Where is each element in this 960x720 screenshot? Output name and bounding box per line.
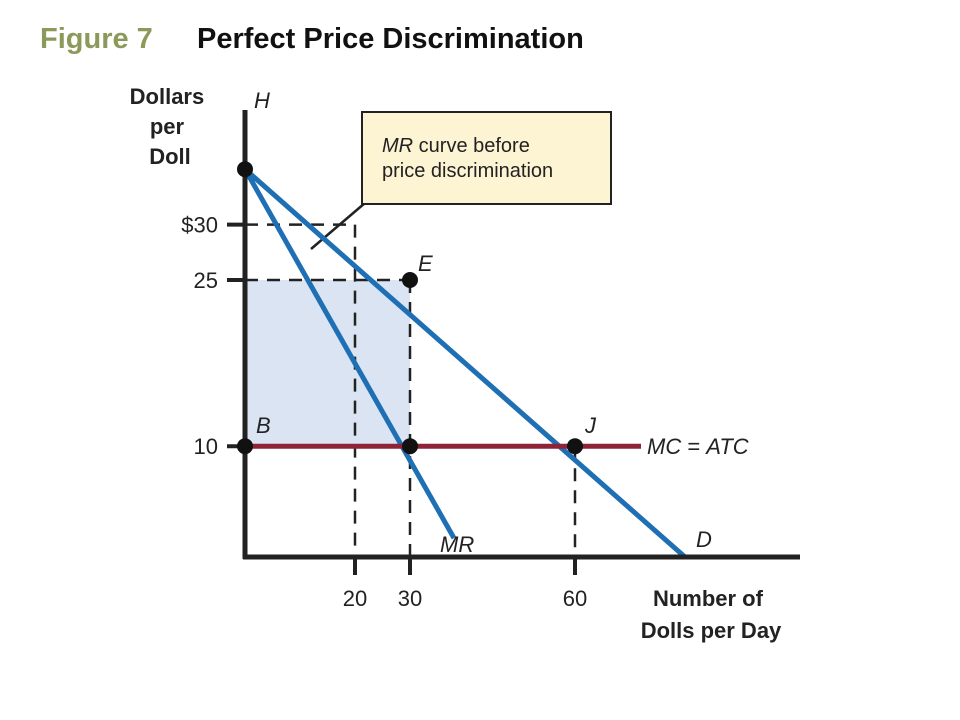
callout-box	[361, 111, 612, 205]
callout-line-2: price discrimination	[382, 160, 553, 182]
y-axis-title-line-2: per	[150, 114, 185, 139]
y-axis-title-line-3: Doll	[149, 144, 191, 169]
points	[237, 161, 583, 455]
point-label-E: E	[418, 251, 433, 276]
point-label-H: H	[254, 88, 270, 113]
y-tick-label: $30	[181, 213, 218, 238]
mc-atc-label: MC = ATC	[647, 434, 749, 459]
shaded-region	[245, 280, 410, 447]
y-tick-label: 25	[194, 268, 218, 293]
callout: MR curve before price discrimination	[310, 111, 612, 250]
x-tick-label: 20	[343, 586, 367, 611]
point-E	[402, 272, 418, 288]
point-MR_MC	[402, 438, 418, 455]
y-axis-title-line-1: Dollars	[130, 84, 205, 109]
mr-line	[242, 167, 457, 540]
x-axis-title-line-1: Number of	[653, 586, 764, 611]
callout-pointer	[310, 202, 366, 250]
point-label-B: B	[256, 413, 271, 438]
y-tick-label: 10	[194, 434, 218, 459]
point-J	[567, 438, 583, 455]
callout-line-1-rest: curve before	[413, 135, 530, 157]
figure-label: Figure 7	[40, 23, 153, 55]
ticks: $30 25 10 20 30 60	[181, 213, 587, 611]
callout-line-1: MR curve before	[382, 135, 530, 157]
x-tick-label: 30	[398, 586, 422, 611]
point-label-J: J	[584, 413, 597, 438]
figure-title: Perfect Price Discrimination	[197, 23, 584, 55]
mr-label: MR	[440, 532, 474, 557]
y-axis-title: Dollars per Doll	[130, 84, 211, 169]
x-tick-label: 60	[563, 586, 587, 611]
point-H	[237, 161, 253, 178]
x-axis-title-line-2: Dolls per Day	[641, 618, 782, 643]
demand-label: D	[696, 527, 712, 552]
demand-line	[243, 167, 687, 559]
dashed-guides	[245, 223, 577, 557]
callout-italic-mr: MR	[382, 135, 413, 157]
x-axis-title: Number of Dolls per Day	[641, 586, 782, 643]
point-B	[237, 438, 253, 455]
